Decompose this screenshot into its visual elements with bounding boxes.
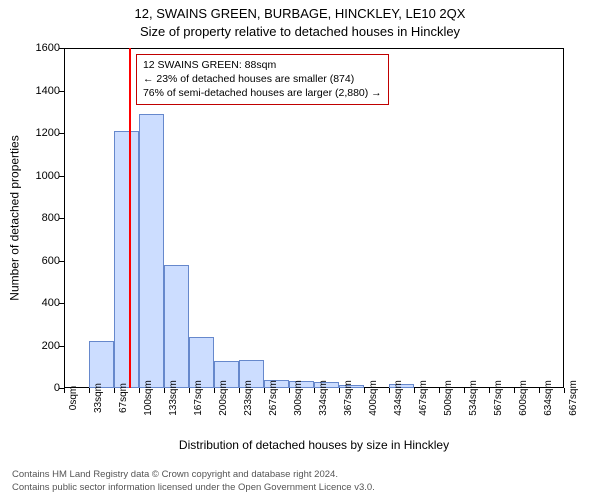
x-tick-label: 33sqm (93, 383, 104, 413)
x-tick-label: 667sqm (568, 380, 579, 416)
x-tick (239, 388, 240, 393)
x-tick-label: 534sqm (468, 380, 479, 416)
y-tick-label: 600 (42, 255, 60, 267)
x-tick (464, 388, 465, 393)
annotation-line-1: 12 SWAINS GREEN: 88sqm (143, 58, 382, 72)
x-tick-label: 367sqm (343, 380, 354, 416)
annotation-line-2: ← 23% of detached houses are smaller (87… (143, 72, 382, 86)
histogram-bar (89, 341, 114, 388)
x-tick (539, 388, 540, 393)
x-tick-label: 600sqm (518, 380, 529, 416)
y-tick-label: 0 (54, 382, 60, 394)
y-axis-label: Number of detached properties (6, 48, 24, 388)
x-tick (564, 388, 565, 393)
chart-title-sub: Size of property relative to detached ho… (0, 24, 600, 39)
x-tick (439, 388, 440, 393)
chart-container: 12, SWAINS GREEN, BURBAGE, HINCKLEY, LE1… (0, 0, 600, 500)
x-tick-label: 434sqm (393, 380, 404, 416)
histogram-bar (164, 265, 189, 388)
footer-line-2: Contains public sector information licen… (12, 482, 375, 494)
x-tick (314, 388, 315, 393)
x-tick (264, 388, 265, 393)
x-tick-label: 67sqm (118, 383, 129, 413)
x-tick-label: 567sqm (493, 380, 504, 416)
x-tick (89, 388, 90, 393)
x-tick-label: 300sqm (293, 380, 304, 416)
x-tick (214, 388, 215, 393)
x-axis-label: Distribution of detached houses by size … (64, 438, 564, 452)
x-tick-label: 400sqm (368, 380, 379, 416)
y-tick-label: 1600 (36, 42, 60, 54)
footer-line-1: Contains HM Land Registry data © Crown c… (12, 469, 375, 481)
y-tick-label: 1000 (36, 170, 60, 182)
x-tick (489, 388, 490, 393)
x-tick (164, 388, 165, 393)
x-tick (339, 388, 340, 393)
x-tick-label: 500sqm (443, 380, 454, 416)
marker-line (129, 48, 131, 388)
footer-text: Contains HM Land Registry data © Crown c… (12, 469, 375, 494)
y-tick-label: 200 (42, 340, 60, 352)
y-tick-label: 1200 (36, 127, 60, 139)
x-tick (364, 388, 365, 393)
x-tick-label: 200sqm (218, 380, 229, 416)
histogram-bar (114, 131, 139, 388)
x-tick (189, 388, 190, 393)
x-tick (389, 388, 390, 393)
x-tick (64, 388, 65, 393)
y-tick-label: 400 (42, 297, 60, 309)
x-tick-label: 634sqm (543, 380, 554, 416)
x-tick-label: 467sqm (418, 380, 429, 416)
x-tick (139, 388, 140, 393)
chart-title-address: 12, SWAINS GREEN, BURBAGE, HINCKLEY, LE1… (0, 6, 600, 21)
x-tick (289, 388, 290, 393)
annotation-box: 12 SWAINS GREEN: 88sqm ← 23% of detached… (136, 54, 389, 105)
x-tick-label: 133sqm (168, 380, 179, 416)
y-tick-label: 1400 (36, 85, 60, 97)
y-tick-label: 800 (42, 212, 60, 224)
x-tick-label: 267sqm (268, 380, 279, 416)
x-tick-label: 334sqm (318, 380, 329, 416)
annotation-line-3: 76% of semi-detached houses are larger (… (143, 86, 382, 100)
x-tick (514, 388, 515, 393)
x-tick-label: 167sqm (193, 380, 204, 416)
x-tick (414, 388, 415, 393)
x-tick-label: 100sqm (143, 380, 154, 416)
x-tick (114, 388, 115, 393)
x-tick-label: 0sqm (68, 386, 79, 410)
histogram-bar (139, 114, 164, 388)
x-tick-label: 233sqm (243, 380, 254, 416)
